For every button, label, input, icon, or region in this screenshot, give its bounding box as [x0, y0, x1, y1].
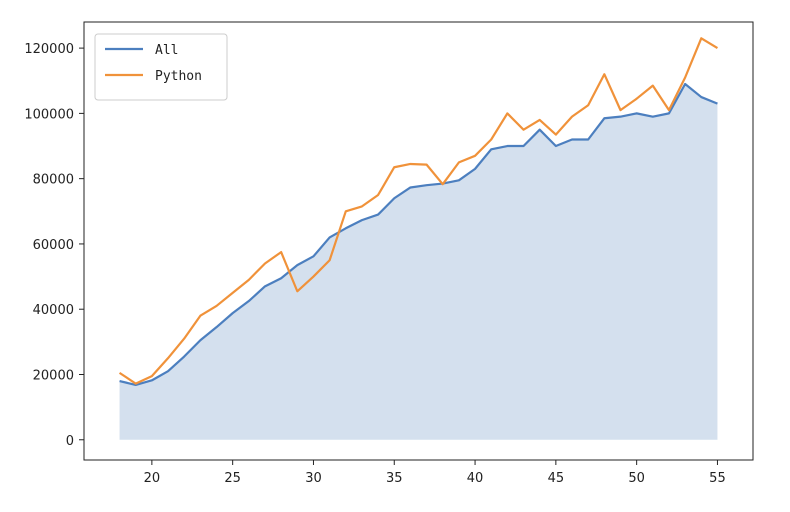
series-lines-layer: [118, 37, 719, 387]
legend-label-all: All: [155, 43, 178, 58]
y-tick-label: 80000: [33, 173, 74, 188]
series-line-all: [119, 82, 718, 387]
x-tick-label: 40: [467, 471, 484, 486]
x-tick-label: 55: [709, 471, 726, 486]
x-axis: 20 25 30 35 40 45 50 55: [144, 460, 726, 486]
legend-label-python: Python: [155, 69, 202, 84]
area-fill: [119, 84, 718, 440]
x-tick-label: 45: [548, 471, 565, 486]
x-tick-label: 50: [628, 471, 645, 486]
series-line-python: [118, 37, 719, 385]
legend: All Python: [94, 33, 228, 101]
x-tick-label: 35: [386, 471, 403, 486]
y-tick-label: 20000: [33, 368, 74, 383]
legend-box: [94, 33, 228, 101]
area-fill-layer: [119, 84, 718, 440]
x-tick-label: 25: [224, 471, 241, 486]
plot-frame: [83, 21, 754, 461]
x-tick-label: 30: [305, 471, 322, 486]
y-tick-label: 100000: [24, 107, 74, 122]
y-tick-label: 0: [66, 434, 74, 449]
y-tick-label: 120000: [24, 42, 74, 57]
y-axis: 0 20000 40000 60000 80000 100000 120000: [24, 42, 84, 449]
y-tick-label: 40000: [33, 303, 74, 318]
y-tick-label: 60000: [33, 238, 74, 253]
x-tick-label: 20: [144, 471, 161, 486]
